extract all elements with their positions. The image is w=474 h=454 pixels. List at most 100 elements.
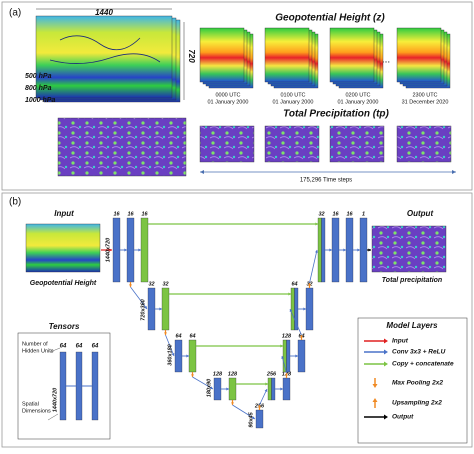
tensors-units-label: Number of xyxy=(22,341,48,347)
bar xyxy=(126,217,135,283)
arrow-head xyxy=(124,248,127,252)
bar xyxy=(290,287,295,331)
tensors-box xyxy=(17,332,111,440)
bar xyxy=(112,217,121,283)
arrow xyxy=(232,404,256,420)
arrow-head xyxy=(231,402,234,405)
bar xyxy=(188,339,197,373)
bar xyxy=(267,377,272,401)
arrow-head xyxy=(265,382,268,386)
tensors-dims-label: Spatial xyxy=(22,401,39,407)
arrow xyxy=(259,388,268,406)
legend-label: Max Pooling 2x2 xyxy=(392,380,443,387)
arrow-head xyxy=(368,248,371,252)
arrow-head xyxy=(144,306,147,309)
arrow-head xyxy=(288,292,291,296)
arrow-head xyxy=(329,248,332,252)
height-label: 720 xyxy=(187,49,196,63)
bar xyxy=(359,217,368,283)
arrow-head xyxy=(191,374,194,377)
legend-swatch xyxy=(384,338,388,344)
dim-label: 360x180 xyxy=(167,344,173,365)
arrow xyxy=(165,334,175,357)
z-title: Geopotential Height (z) xyxy=(275,13,385,24)
panel-b-frame xyxy=(1,192,473,448)
bar xyxy=(317,217,322,283)
tp-map xyxy=(264,125,320,163)
legend-swatch xyxy=(372,384,378,388)
arrow-head xyxy=(295,354,298,358)
arrow-head xyxy=(159,307,162,311)
legend-label: Upsampling 2x2 xyxy=(392,400,442,407)
date-label: 01 January 2000 xyxy=(338,99,379,105)
tp-map-big xyxy=(57,117,187,177)
bar xyxy=(282,377,291,401)
legend-swatch xyxy=(372,398,378,402)
unit-label: 128 xyxy=(213,371,223,377)
output-title: Output xyxy=(407,209,434,218)
arrow-head xyxy=(226,387,229,391)
arrow-head xyxy=(300,335,303,338)
arrow-head xyxy=(285,373,288,376)
tensor-unit: 64 xyxy=(92,344,99,350)
arrow-head xyxy=(252,416,255,419)
unit-label: 64 xyxy=(175,333,181,339)
arrow-head xyxy=(129,284,132,287)
legend-swatch xyxy=(384,361,388,367)
bar xyxy=(297,339,306,373)
dim-label: 1440x720 xyxy=(105,238,111,262)
bar xyxy=(140,217,149,283)
unit-label: 1 xyxy=(362,211,365,217)
ellipsis: ... xyxy=(382,55,390,66)
legend-swatch xyxy=(384,414,388,420)
z-map xyxy=(264,27,310,83)
tensor-dim: 1440x720 xyxy=(52,388,58,412)
arrow-head xyxy=(164,332,167,335)
unit-label: 16 xyxy=(332,211,339,217)
arrow-head xyxy=(210,386,213,389)
tp-title: Total Precipitation (tp) xyxy=(283,109,389,120)
level-label: 1000 hPa xyxy=(25,97,55,104)
bar xyxy=(174,339,183,373)
input-image xyxy=(25,223,101,273)
bar xyxy=(228,377,237,401)
legend-box xyxy=(357,317,468,444)
legend-swatch xyxy=(384,349,388,355)
level-label: 800 hPa xyxy=(25,85,52,92)
arrow-head xyxy=(357,248,360,252)
z-map xyxy=(199,27,245,83)
time-label: 0200 UTC xyxy=(345,92,370,98)
date-label: 01 January 2000 xyxy=(273,99,314,105)
arrow-head xyxy=(315,222,318,226)
legend-title: Model Layers xyxy=(386,321,438,330)
date-label: 01 January 2000 xyxy=(208,99,249,105)
arrow-head xyxy=(308,283,311,286)
arrow-head xyxy=(280,387,283,391)
tensors-dims-label: Dimensions xyxy=(22,408,51,414)
arrow xyxy=(281,355,287,374)
legend: Input Conv 3x3 + ReLU Copy + concatenate Ma… xyxy=(364,338,454,421)
bar xyxy=(147,287,156,331)
z-map-stack xyxy=(35,15,181,103)
legend-label: Conv 3x3 + ReLU xyxy=(392,349,446,356)
bar xyxy=(305,287,314,331)
unit-label: 64 xyxy=(291,281,297,287)
tensors-units-label: Hidden Units xyxy=(22,348,54,354)
panel-a-frame xyxy=(1,1,473,191)
unit-label: 128 xyxy=(282,333,292,339)
unit-label: 32 xyxy=(318,211,324,217)
unit-label: 16 xyxy=(346,211,353,217)
time-label: 0000 UTC xyxy=(215,92,240,98)
dim-label: 90x45 xyxy=(248,411,254,427)
arrow xyxy=(289,308,302,336)
arrow-head xyxy=(281,356,285,359)
tp-map xyxy=(329,125,385,163)
unit-label: 16 xyxy=(127,211,134,217)
output-image xyxy=(371,225,447,273)
dim-label: 720x360 xyxy=(140,299,146,320)
arrow xyxy=(309,249,318,284)
time-label: 0100 UTC xyxy=(280,92,305,98)
arrow-head xyxy=(303,307,306,311)
bar xyxy=(321,217,326,283)
